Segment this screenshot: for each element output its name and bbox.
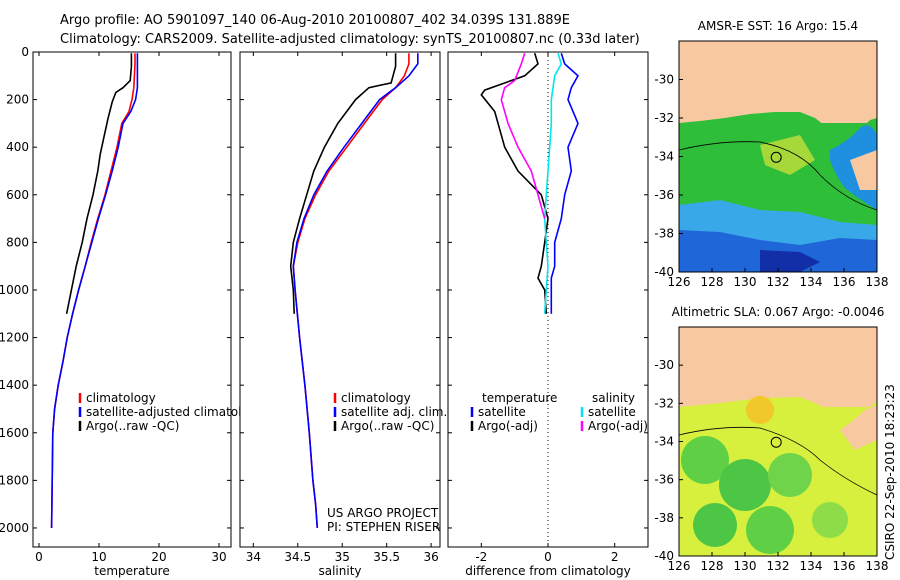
y-tick-label: 1800 bbox=[0, 473, 29, 487]
sst-map-panel: AMSR-E SST: 16 Argo: 15.4 126 128 130 132 13… bbox=[654, 19, 888, 289]
sst-map-title: AMSR-E SST: 16 Argo: 15.4 bbox=[698, 19, 858, 33]
map-y-tick-label: -34 bbox=[654, 435, 674, 449]
map-x-tick-label: 138 bbox=[866, 275, 889, 289]
map-x-tick-label: 138 bbox=[866, 559, 889, 573]
legend-label: climatology bbox=[341, 391, 411, 405]
header-line-1: Argo profile: AO 5901097_140 06-Aug-2010… bbox=[60, 13, 570, 28]
map-y-tick-label: -40 bbox=[654, 265, 674, 279]
legend-label: satellite bbox=[588, 405, 636, 419]
legend-label: satellite bbox=[478, 405, 526, 419]
project-annotation: PI: STEPHEN RISER bbox=[327, 520, 440, 534]
map-y-tick-label: -38 bbox=[654, 227, 674, 241]
legend-column-title: salinity bbox=[592, 391, 635, 405]
header-line-2: Climatology: CARS2009. Satellite-adjuste… bbox=[60, 32, 640, 47]
series-line bbox=[480, 52, 549, 314]
map-x-tick-label: 130 bbox=[734, 559, 757, 573]
sla-map-panel: Altimetric SLA: 0.067 Argo: -0.0046 126 1… bbox=[654, 305, 888, 573]
y-tick-label: 1200 bbox=[0, 331, 29, 345]
x-tick-label: -2 bbox=[475, 550, 487, 564]
legend-label: Argo(-adj) bbox=[588, 419, 648, 433]
series-line bbox=[289, 53, 397, 314]
legend-label: climatology bbox=[86, 391, 156, 405]
y-tick-label: 400 bbox=[6, 140, 29, 154]
salinity-profile-panel: 34 34.5 35 35.5 36 salinity climatologysatelli… bbox=[239, 51, 447, 578]
map-x-tick-label: 134 bbox=[800, 275, 823, 289]
map-x-tick-label: 134 bbox=[800, 559, 823, 573]
map-y-tick-label: -32 bbox=[654, 396, 674, 410]
legend-label: Argo(-adj) bbox=[478, 419, 538, 433]
map-y-tick-label: -34 bbox=[654, 150, 674, 164]
temperature-profile-panel: 0 10 20 30 0 200 400 600 800 1000 1200 1400 1600 1800… bbox=[0, 45, 264, 578]
sla-map-title: Altimetric SLA: 0.067 Argo: -0.0046 bbox=[672, 305, 885, 319]
x-tick-label: 2 bbox=[611, 550, 619, 564]
y-tick-label: 600 bbox=[6, 188, 29, 202]
x-tick-label: 35 bbox=[335, 550, 350, 564]
map-x-tick-label: 136 bbox=[833, 559, 856, 573]
series-line bbox=[543, 52, 563, 314]
legend-column-title: temperature bbox=[482, 391, 557, 405]
y-tick-label: 1600 bbox=[0, 426, 29, 440]
map-y-tick-label: -30 bbox=[654, 358, 674, 372]
plot-frame bbox=[32, 51, 232, 548]
y-tick-label: 2000 bbox=[0, 521, 29, 535]
y-tick-label: 0 bbox=[21, 45, 29, 59]
x-axis-label: difference from climatology bbox=[465, 564, 631, 578]
x-tick-label: 34.5 bbox=[284, 550, 311, 564]
y-tick-label: 200 bbox=[6, 93, 29, 107]
legend-label: Argo(..raw -QC) bbox=[86, 419, 179, 433]
map-x-tick-label: 130 bbox=[734, 275, 757, 289]
x-tick-label: 30 bbox=[211, 550, 226, 564]
x-tick-label: 35.5 bbox=[373, 550, 400, 564]
map-x-tick-label: 128 bbox=[701, 275, 724, 289]
argo-position-marker bbox=[770, 436, 782, 448]
map-y-tick-label: -30 bbox=[654, 73, 674, 87]
map-y-tick-label: -40 bbox=[654, 549, 674, 563]
map-x-tick-label: 132 bbox=[767, 559, 790, 573]
series-line bbox=[65, 53, 133, 314]
x-tick-label: 20 bbox=[151, 550, 166, 564]
series-line bbox=[550, 52, 580, 314]
x-tick-label: 0 bbox=[544, 550, 552, 564]
project-annotation: US ARGO PROJECT bbox=[327, 506, 439, 520]
sst-map-image bbox=[679, 41, 877, 272]
csiro-timestamp-label: CSIRO 22-Sep-2010 18:23:23 bbox=[883, 384, 897, 560]
argo-position-marker bbox=[770, 151, 782, 163]
land-mass bbox=[679, 327, 877, 407]
map-x-tick-label: 126 bbox=[668, 559, 691, 573]
sla-map-image bbox=[679, 327, 877, 556]
map-y-tick-label: -36 bbox=[654, 473, 674, 487]
x-axis-label: temperature bbox=[94, 564, 169, 578]
series-line bbox=[292, 53, 419, 529]
x-tick-label: 34 bbox=[246, 550, 261, 564]
x-tick-label: 0 bbox=[35, 550, 43, 564]
map-x-tick-label: 128 bbox=[701, 559, 724, 573]
legend-label: satellite-adjusted climatology bbox=[86, 405, 264, 419]
x-axis-label: salinity bbox=[318, 564, 361, 578]
map-y-tick-label: -38 bbox=[654, 511, 674, 525]
y-tick-label: 800 bbox=[6, 235, 29, 249]
x-tick-label: 36 bbox=[423, 550, 438, 564]
x-tick-label: 10 bbox=[91, 550, 106, 564]
legend-label: Argo(..raw -QC) bbox=[341, 419, 434, 433]
map-x-tick-label: 136 bbox=[833, 275, 856, 289]
y-tick-label: 1400 bbox=[0, 378, 29, 392]
map-x-tick-label: 132 bbox=[767, 275, 790, 289]
map-y-tick-label: -32 bbox=[654, 111, 674, 125]
series-line bbox=[500, 52, 546, 219]
land-mass bbox=[679, 41, 877, 123]
map-x-tick-label: 126 bbox=[668, 275, 691, 289]
y-tick-label: 1000 bbox=[0, 283, 29, 297]
plot-frame bbox=[239, 51, 441, 548]
map-y-tick-label: -36 bbox=[654, 188, 674, 202]
series-line bbox=[50, 53, 139, 529]
legend-label: satellite adj. clim. bbox=[341, 405, 447, 419]
